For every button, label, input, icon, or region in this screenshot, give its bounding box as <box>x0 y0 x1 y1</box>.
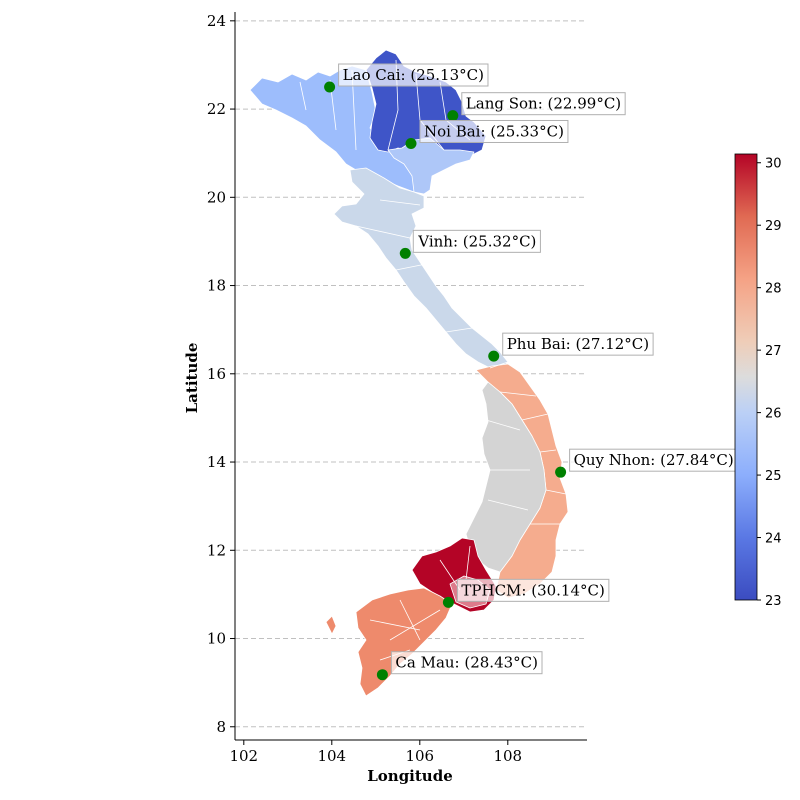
x-tick-label: 104 <box>317 747 346 765</box>
station-lang-son: Lang Son: (22.99°C) <box>447 92 626 122</box>
station-label: Noi Bai: (25.33°C) <box>424 122 564 140</box>
y-tick-label: 14 <box>207 453 226 471</box>
station-vinh: Vinh: (25.32°C) <box>399 229 541 259</box>
y-tick-label: 12 <box>207 541 226 559</box>
station-lao-cai: Lao Cai: (25.13°C) <box>324 63 489 93</box>
station-label-box <box>338 63 489 87</box>
station-marker <box>324 81 336 93</box>
colorbar-ticks: 23 24 25 26 27 28 29 30 <box>757 157 782 609</box>
station-markers: Lao Cai: (25.13°C) Lang Son: (22.99°C) Noi… <box>324 63 739 681</box>
station-marker <box>399 247 411 259</box>
y-tick-label: 16 <box>207 365 226 383</box>
colorbar-tick-label: 25 <box>765 469 782 484</box>
station-label: Quy Nhon: (27.84°C) <box>574 451 734 469</box>
colorbar-tick-label: 28 <box>765 282 782 297</box>
colorbar-tick-label: 24 <box>765 532 782 547</box>
station-label-box <box>502 332 654 356</box>
station-label: Phu Bai: (27.12°C) <box>507 335 649 353</box>
station-label: Lang Son: (22.99°C) <box>466 95 621 113</box>
region-north-central <box>333 167 509 371</box>
y-axis-ticks: 8 10 12 14 16 18 20 22 24 <box>207 12 235 736</box>
station-marker <box>488 350 500 362</box>
y-tick-label: 20 <box>207 188 226 206</box>
region-island <box>325 615 337 635</box>
y-axis-title: Latitude <box>183 343 201 414</box>
station-marker <box>405 137 417 149</box>
axes-spines <box>234 12 587 741</box>
station-label-box <box>419 119 569 143</box>
station-ca-mau: Ca Mau: (28.43°C) <box>376 651 543 681</box>
station-label-box <box>461 92 626 116</box>
region-central-highlands <box>465 381 547 573</box>
station-marker <box>442 596 454 608</box>
station-label-box <box>412 229 541 253</box>
station-label-box <box>390 651 543 675</box>
y-tick-label: 10 <box>207 630 226 648</box>
colorbar-tick-label: 27 <box>765 344 782 359</box>
station-label: Ca Mau: (28.43°C) <box>395 654 538 672</box>
colorbar-tick-label: 30 <box>765 157 782 172</box>
y-tick-label: 8 <box>216 718 226 736</box>
station-marker <box>376 669 388 681</box>
x-tick-label: 106 <box>405 747 434 765</box>
station-label: Lao Cai: (25.13°C) <box>343 66 484 84</box>
x-tick-label: 102 <box>229 747 258 765</box>
station-marker <box>447 110 459 122</box>
y-tick-label: 24 <box>207 12 226 30</box>
x-axis-ticks: 102 104 106 108 <box>229 740 522 765</box>
x-tick-label: 108 <box>493 747 522 765</box>
station-noi-bai: Noi Bai: (25.33°C) <box>405 119 569 149</box>
colorbar-tick-label: 23 <box>765 594 782 609</box>
station-label: Vinh: (25.32°C) <box>417 232 536 250</box>
x-axis-title: Longitude <box>367 767 453 785</box>
station-label: TPHCM: (30.14°C) <box>461 581 604 599</box>
colorbar-tick-label: 26 <box>765 407 782 422</box>
colorbar-tick-label: 29 <box>765 219 782 234</box>
y-tick-label: 18 <box>207 277 226 295</box>
region-mekong <box>355 587 453 697</box>
station-label-box <box>456 578 610 602</box>
station-quy-nhon: Quy Nhon: (27.84°C) <box>555 448 739 478</box>
colorbar: 23 24 25 26 27 28 29 30 <box>734 153 782 609</box>
station-phu-bai: Phu Bai: (27.12°C) <box>488 332 654 362</box>
y-tick-label: 22 <box>207 100 226 118</box>
station-marker <box>555 466 567 478</box>
colorbar-gradient <box>734 153 758 601</box>
station-tphcm: TPHCM: (30.14°C) <box>442 578 610 608</box>
